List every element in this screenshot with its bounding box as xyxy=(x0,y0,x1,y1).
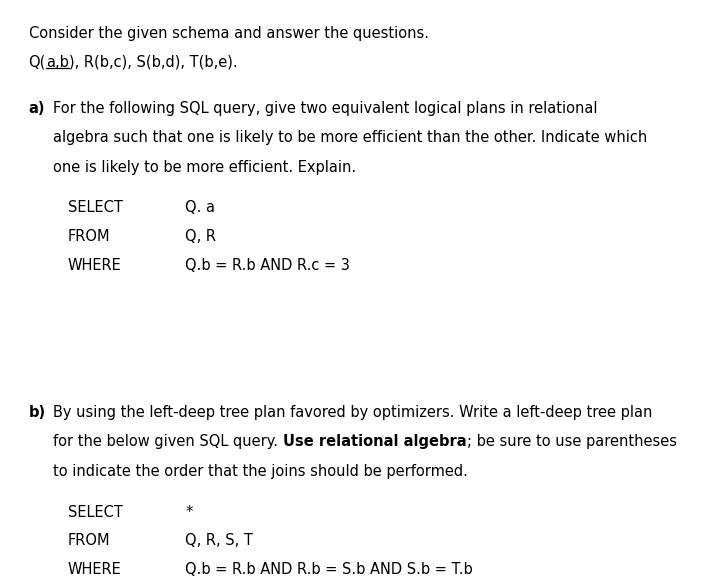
Text: a): a) xyxy=(29,101,45,115)
Text: Q(: Q( xyxy=(29,55,46,70)
Text: b): b) xyxy=(29,405,46,420)
Text: ), R(b,c), S(b,d), T(b,e).: ), R(b,c), S(b,d), T(b,e). xyxy=(68,55,237,70)
Text: one is likely to be more efficient. Explain.: one is likely to be more efficient. Expl… xyxy=(53,160,356,175)
Text: to indicate the order that the joins should be performed.: to indicate the order that the joins sho… xyxy=(53,464,468,479)
Text: FROM: FROM xyxy=(68,533,111,549)
Text: Q. a: Q. a xyxy=(185,200,215,215)
Text: Consider the given schema and answer the questions.: Consider the given schema and answer the… xyxy=(29,26,429,41)
Text: SELECT: SELECT xyxy=(68,200,123,215)
Text: for the below given SQL query.: for the below given SQL query. xyxy=(53,434,283,449)
Text: ; be sure to use parentheses: ; be sure to use parentheses xyxy=(467,434,677,449)
Text: For the following SQL query, give two equivalent logical plans in relational: For the following SQL query, give two eq… xyxy=(53,101,598,115)
Text: WHERE: WHERE xyxy=(68,562,121,577)
Text: Q, R, S, T: Q, R, S, T xyxy=(185,533,253,549)
Text: Q.b = R.b AND R.b = S.b AND S.b = T.b: Q.b = R.b AND R.b = S.b AND S.b = T.b xyxy=(185,562,473,577)
Text: Q, R: Q, R xyxy=(185,229,216,244)
Text: *: * xyxy=(185,505,193,519)
Text: a,b: a,b xyxy=(46,55,68,70)
Text: Use relational algebra: Use relational algebra xyxy=(283,434,467,449)
Text: algebra such that one is likely to be more efficient than the other. Indicate wh: algebra such that one is likely to be mo… xyxy=(53,131,647,145)
Text: By using the left-deep tree plan favored by optimizers. Write a left-deep tree p: By using the left-deep tree plan favored… xyxy=(53,405,653,420)
Text: SELECT: SELECT xyxy=(68,505,123,519)
Text: WHERE: WHERE xyxy=(68,258,121,272)
Text: FROM: FROM xyxy=(68,229,111,244)
Text: Q.b = R.b AND R.c = 3: Q.b = R.b AND R.c = 3 xyxy=(185,258,350,272)
